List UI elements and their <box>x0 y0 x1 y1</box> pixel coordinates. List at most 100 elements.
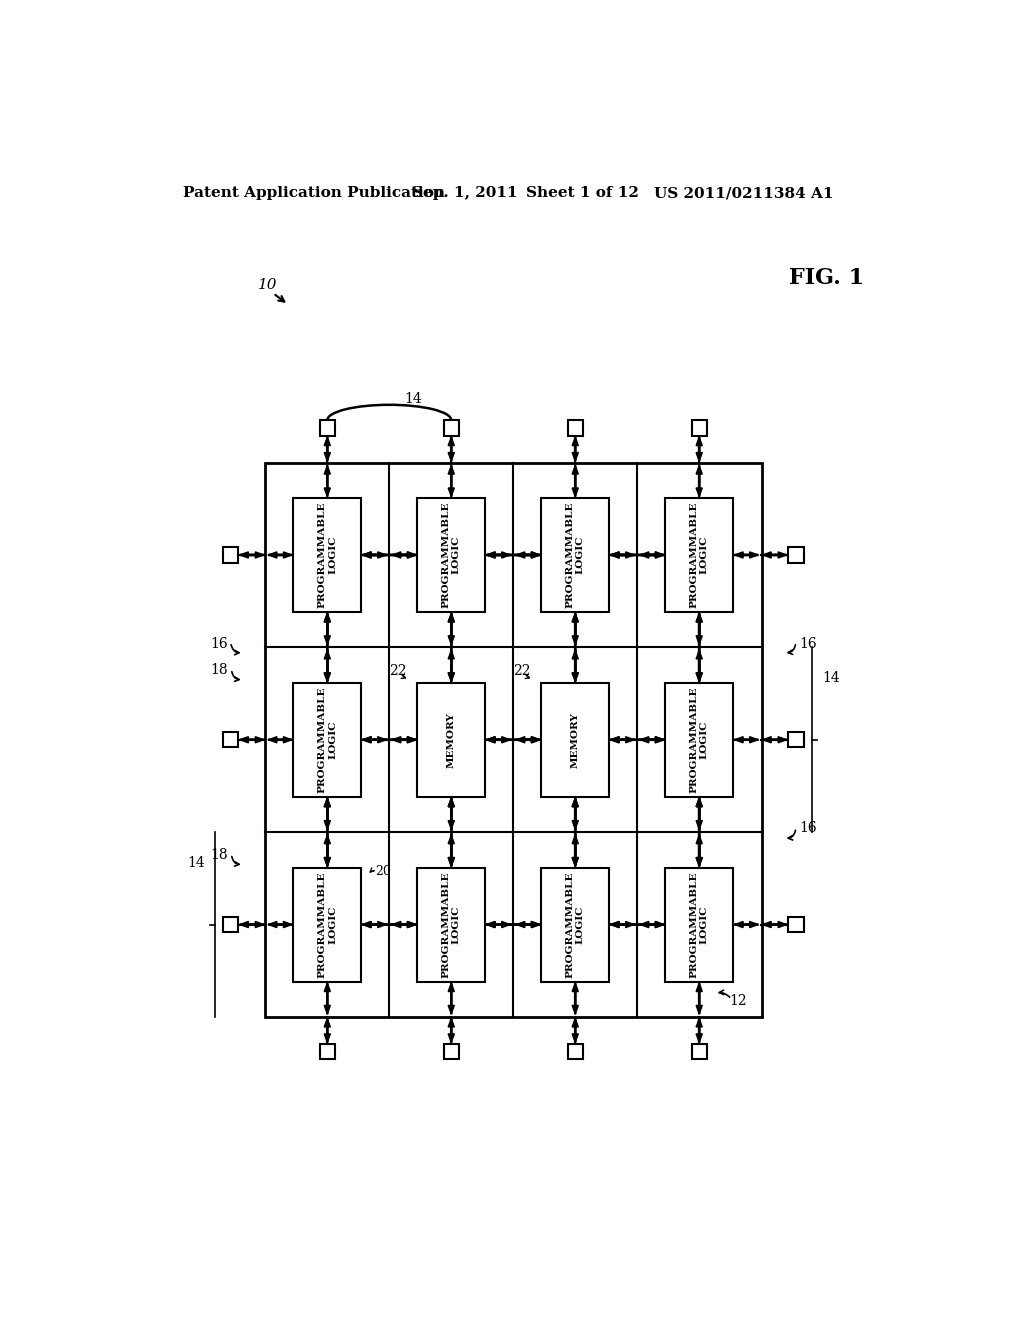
FancyArrow shape <box>449 799 455 866</box>
Text: PROGRAMMABLE
LOGIC: PROGRAMMABLE LOGIC <box>565 871 585 978</box>
FancyArrow shape <box>572 651 579 681</box>
Text: 16: 16 <box>800 636 817 651</box>
Bar <box>418 498 485 612</box>
FancyArrow shape <box>572 651 579 681</box>
FancyArrow shape <box>572 983 579 1014</box>
FancyArrow shape <box>610 552 664 558</box>
Bar <box>443 1044 459 1059</box>
Text: PROGRAMMABLE
LOGIC: PROGRAMMABLE LOGIC <box>689 871 709 978</box>
FancyArrow shape <box>392 552 416 558</box>
Bar <box>443 420 459 436</box>
Text: Sep. 1, 2011: Sep. 1, 2011 <box>412 186 517 201</box>
FancyArrow shape <box>696 614 702 681</box>
FancyArrow shape <box>362 737 416 743</box>
FancyArrow shape <box>572 614 579 644</box>
FancyArrow shape <box>696 799 702 829</box>
FancyArrow shape <box>325 799 331 829</box>
FancyArrow shape <box>325 437 331 461</box>
FancyArrow shape <box>362 737 386 743</box>
FancyArrow shape <box>325 651 331 681</box>
FancyArrow shape <box>449 799 455 829</box>
FancyArrow shape <box>516 921 540 928</box>
Bar <box>223 548 239 562</box>
FancyArrow shape <box>696 466 702 496</box>
FancyArrow shape <box>516 737 540 743</box>
FancyArrow shape <box>734 552 758 558</box>
FancyArrow shape <box>449 836 455 866</box>
FancyArrow shape <box>325 983 331 1014</box>
Text: PROGRAMMABLE
LOGIC: PROGRAMMABLE LOGIC <box>317 686 337 793</box>
FancyArrow shape <box>449 437 455 461</box>
FancyArrow shape <box>240 921 264 928</box>
FancyArrow shape <box>362 552 386 558</box>
FancyArrow shape <box>362 552 416 558</box>
Text: PROGRAMMABLE
LOGIC: PROGRAMMABLE LOGIC <box>441 502 461 609</box>
FancyArrow shape <box>325 614 331 644</box>
Text: 22: 22 <box>513 664 530 678</box>
Text: 14: 14 <box>187 855 205 870</box>
Bar <box>418 867 485 982</box>
Text: US 2011/0211384 A1: US 2011/0211384 A1 <box>654 186 834 201</box>
FancyArrow shape <box>696 836 702 866</box>
FancyArrow shape <box>696 466 702 496</box>
FancyArrow shape <box>734 737 758 743</box>
FancyArrow shape <box>449 466 455 496</box>
FancyArrow shape <box>734 552 758 558</box>
FancyArrow shape <box>449 799 455 829</box>
Bar <box>567 1044 583 1059</box>
FancyArrow shape <box>734 737 758 743</box>
FancyArrow shape <box>572 466 579 496</box>
FancyArrow shape <box>392 737 416 743</box>
FancyArrow shape <box>610 921 664 928</box>
Text: 14: 14 <box>822 671 840 685</box>
FancyArrow shape <box>610 737 664 743</box>
Text: 18: 18 <box>210 664 228 677</box>
FancyArrow shape <box>486 921 510 928</box>
FancyArrow shape <box>734 921 758 928</box>
Text: 12: 12 <box>729 994 746 1007</box>
FancyArrow shape <box>362 737 386 743</box>
FancyArrow shape <box>696 437 702 461</box>
Bar <box>294 682 361 797</box>
Text: PROGRAMMABLE
LOGIC: PROGRAMMABLE LOGIC <box>689 502 709 609</box>
FancyArrow shape <box>610 737 634 743</box>
Text: PROGRAMMABLE
LOGIC: PROGRAMMABLE LOGIC <box>317 502 337 609</box>
Bar <box>223 733 239 747</box>
FancyArrow shape <box>449 983 455 1014</box>
FancyArrow shape <box>392 921 416 928</box>
Bar <box>666 682 733 797</box>
FancyArrow shape <box>572 983 579 1014</box>
FancyArrow shape <box>696 1019 702 1043</box>
Bar <box>788 548 804 562</box>
FancyArrow shape <box>486 921 540 928</box>
Bar <box>223 917 239 932</box>
FancyArrow shape <box>763 737 786 743</box>
FancyArrow shape <box>268 737 292 743</box>
FancyArrow shape <box>763 921 786 928</box>
FancyArrow shape <box>240 737 264 743</box>
FancyArrow shape <box>449 466 455 496</box>
Bar <box>542 498 609 612</box>
FancyArrow shape <box>325 799 331 866</box>
Text: PROGRAMMABLE
LOGIC: PROGRAMMABLE LOGIC <box>317 871 337 978</box>
FancyArrow shape <box>610 737 664 743</box>
FancyArrow shape <box>362 921 416 928</box>
FancyArrow shape <box>486 552 510 558</box>
FancyArrow shape <box>516 552 540 558</box>
FancyArrow shape <box>696 799 702 866</box>
FancyArrow shape <box>640 737 664 743</box>
FancyArrow shape <box>610 552 634 558</box>
FancyArrow shape <box>640 921 664 928</box>
Text: FIG. 1: FIG. 1 <box>788 267 864 289</box>
FancyArrow shape <box>486 552 540 558</box>
FancyArrow shape <box>325 799 331 829</box>
FancyArrow shape <box>325 836 331 866</box>
Text: 10: 10 <box>258 279 278 293</box>
Text: 18: 18 <box>210 849 228 862</box>
FancyArrow shape <box>392 552 416 558</box>
FancyArrow shape <box>392 921 416 928</box>
FancyArrow shape <box>325 614 331 681</box>
FancyArrow shape <box>572 614 579 681</box>
FancyArrow shape <box>325 1019 331 1043</box>
Bar <box>542 867 609 982</box>
